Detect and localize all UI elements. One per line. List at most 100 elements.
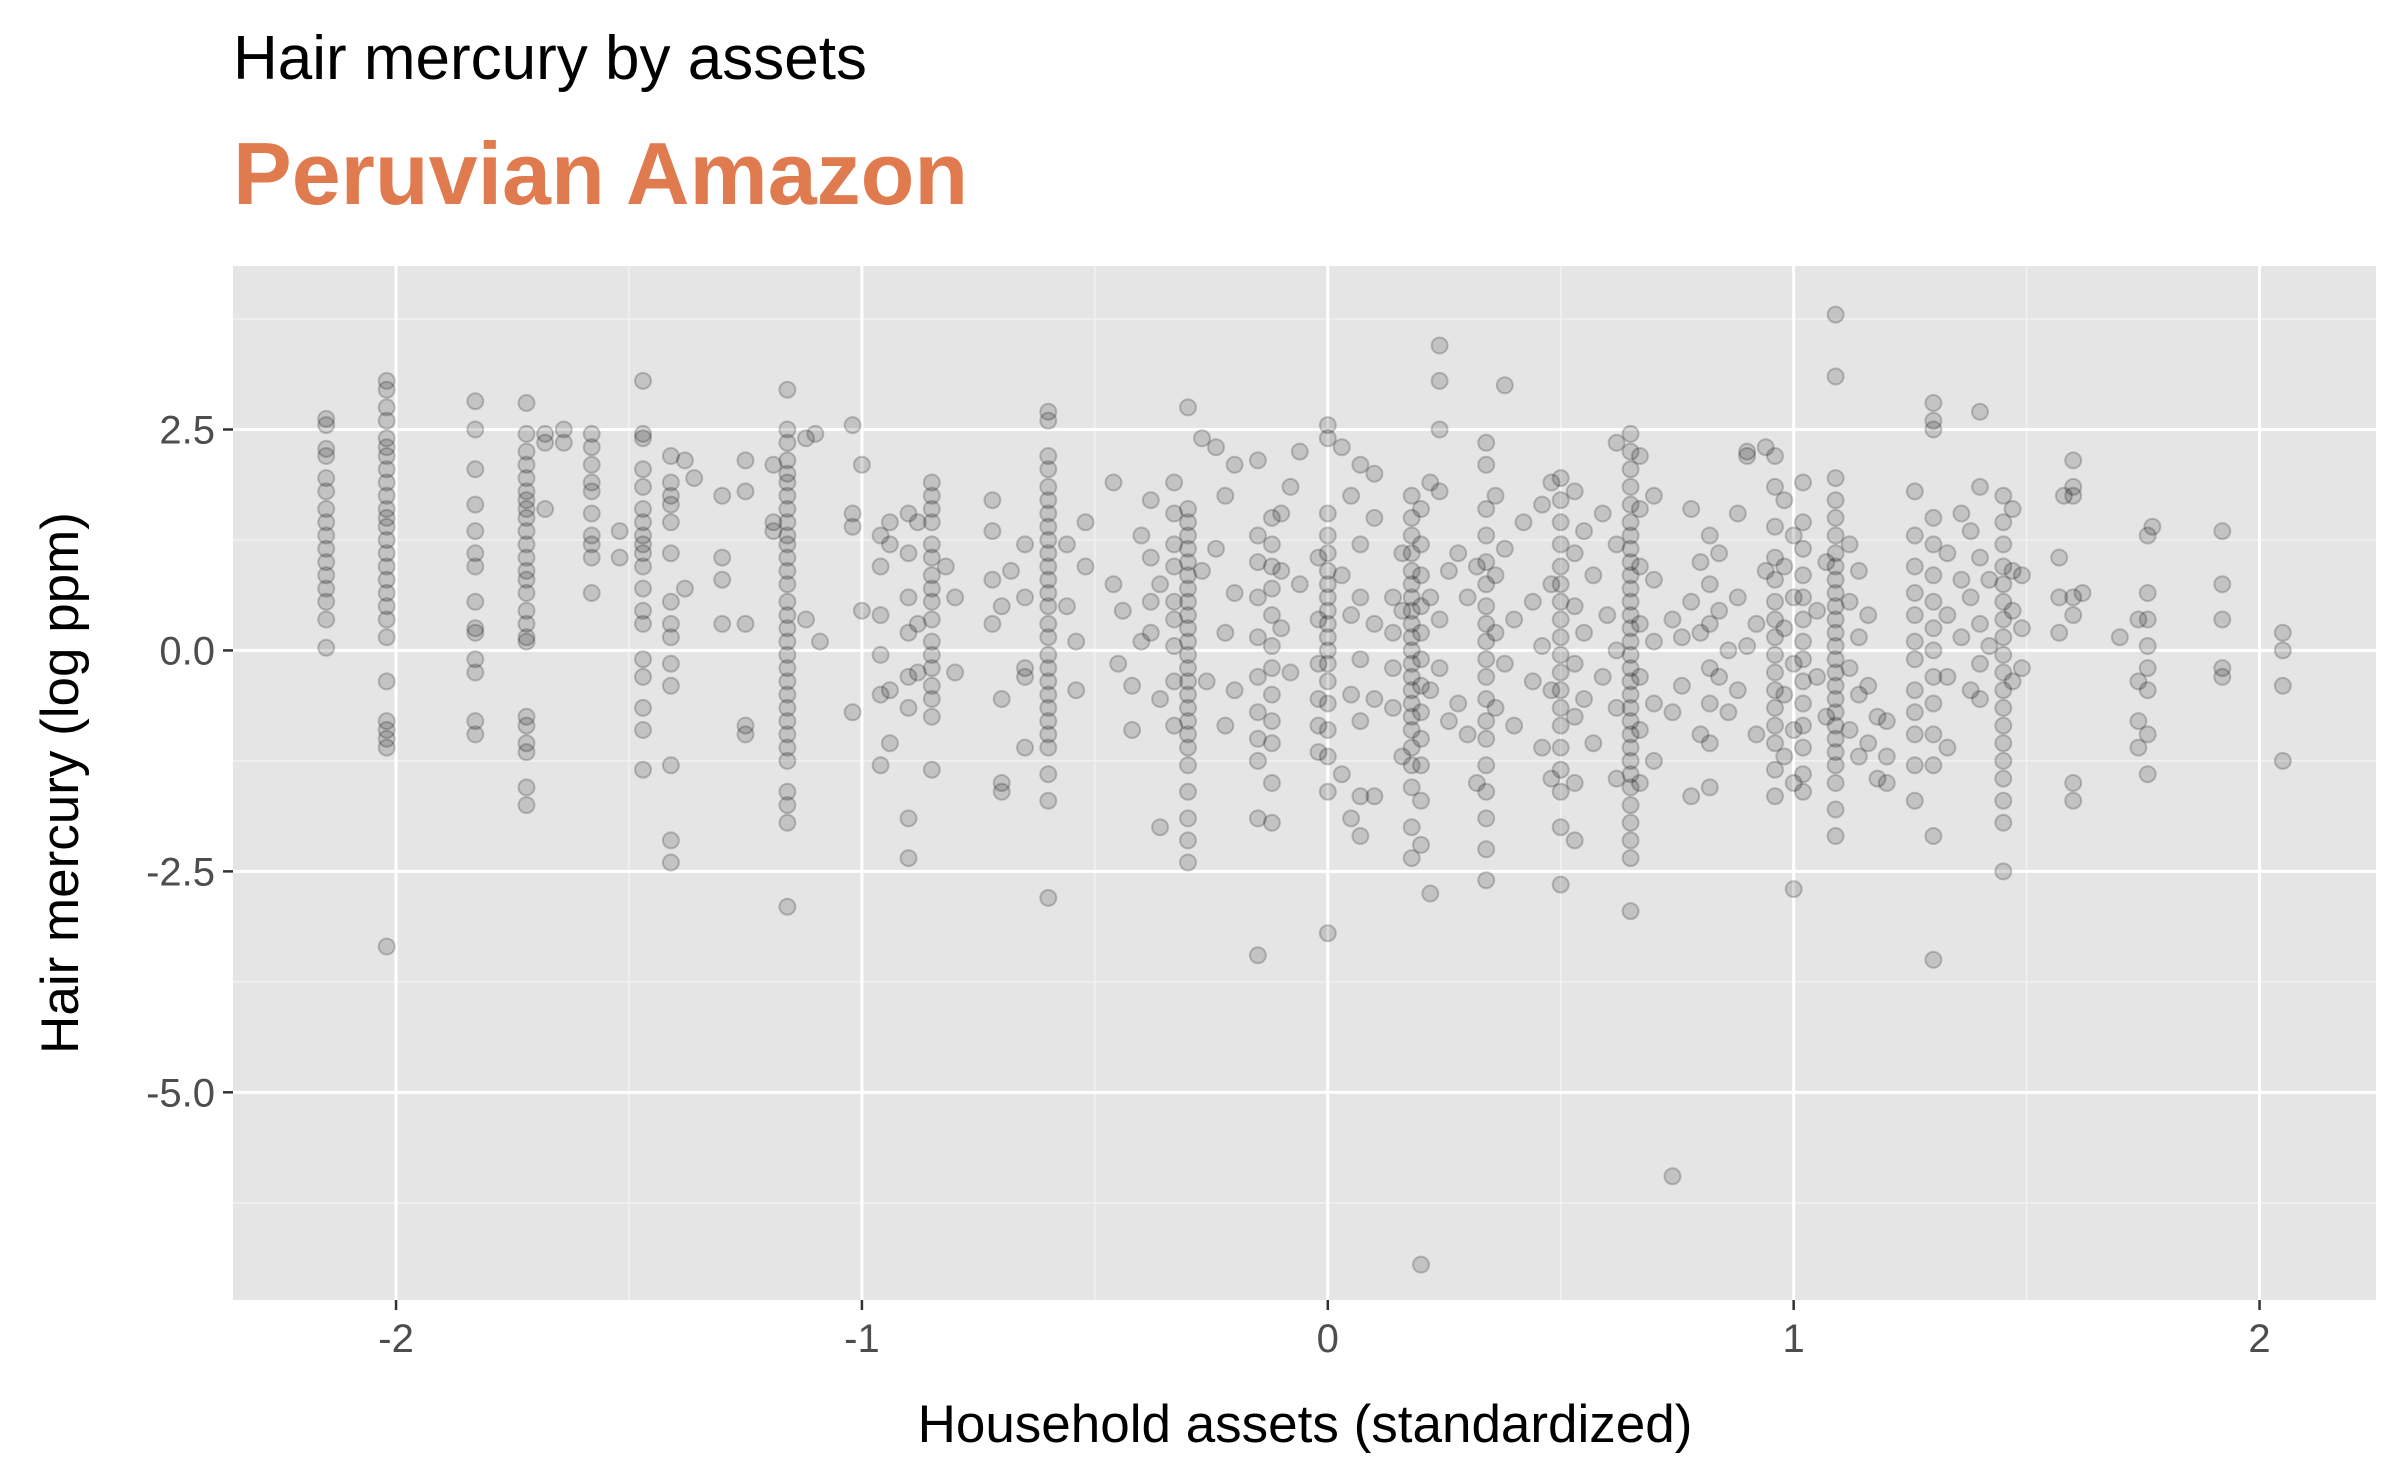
- data-point: [1621, 685, 1640, 704]
- data-point: [778, 380, 797, 399]
- data-point: [2213, 575, 2232, 594]
- data-point: [1281, 663, 1300, 682]
- data-point: [778, 575, 797, 594]
- y-tick-label: -5.0: [146, 1071, 215, 1115]
- data-point: [317, 539, 336, 558]
- data-point: [661, 447, 680, 465]
- data-point: [517, 707, 536, 726]
- data-point: [2143, 517, 2162, 536]
- data-point: [2064, 477, 2083, 496]
- data-point: [1766, 628, 1784, 647]
- data-point: [1728, 504, 1747, 523]
- data-point: [1412, 566, 1430, 585]
- data-point: [1309, 690, 1328, 708]
- data-point: [1905, 681, 1924, 700]
- data-point: [1039, 477, 1058, 496]
- data-point: [1924, 667, 1943, 686]
- data-point: [1766, 663, 1784, 682]
- data-point: [1840, 721, 1859, 739]
- data-point: [1272, 504, 1291, 523]
- data-point: [2273, 751, 2292, 770]
- data-point: [1710, 601, 1729, 620]
- data-point: [778, 659, 797, 678]
- data-point: [2050, 623, 2069, 642]
- data-point: [946, 663, 965, 682]
- data-point: [1523, 672, 1542, 691]
- data-point: [377, 500, 396, 518]
- data-point: [1905, 703, 1924, 722]
- data-point: [1551, 698, 1570, 717]
- data-point: [1971, 477, 1989, 496]
- data-point: [1719, 703, 1738, 722]
- data-point: [1486, 486, 1505, 505]
- data-point: [778, 632, 797, 651]
- data-point: [466, 592, 485, 611]
- data-point: [1179, 619, 1197, 638]
- data-point: [1630, 614, 1649, 633]
- data-point: [1179, 782, 1197, 801]
- data-point: [634, 371, 652, 390]
- data-point: [1523, 592, 1542, 611]
- data-point: [1607, 641, 1626, 660]
- data-point: [317, 579, 336, 598]
- data-point: [1109, 654, 1128, 673]
- data-point: [1794, 566, 1812, 585]
- data-point: [1439, 561, 1458, 580]
- data-point: [377, 398, 396, 417]
- data-point: [1565, 597, 1584, 616]
- data-point: [1994, 557, 2013, 576]
- data-point: [1495, 376, 1514, 395]
- data-point: [1621, 672, 1640, 691]
- data-point: [634, 429, 652, 448]
- data-point: [764, 513, 783, 532]
- data-point: [1262, 659, 1281, 678]
- y-tick-label: 0.0: [159, 629, 215, 673]
- data-point: [1938, 606, 1957, 625]
- data-point: [983, 522, 1002, 541]
- x-axis-title: Household assets (standardized): [918, 1395, 1693, 1454]
- data-point: [778, 500, 797, 518]
- data-point: [1039, 738, 1058, 757]
- data-point: [1412, 535, 1430, 554]
- data-point: [1262, 774, 1281, 792]
- data-point: [1826, 716, 1845, 735]
- data-point: [317, 513, 336, 532]
- data-point: [1994, 751, 2013, 770]
- data-point: [1565, 774, 1584, 792]
- data-point: [899, 544, 918, 563]
- data-point: [1016, 535, 1034, 554]
- data-point: [1477, 575, 1496, 594]
- data-point: [1905, 725, 1924, 744]
- data-point: [1057, 535, 1076, 554]
- data-point: [1826, 690, 1845, 708]
- data-point: [713, 486, 732, 505]
- data-point: [1924, 566, 1943, 585]
- data-point: [466, 392, 485, 411]
- data-point: [1179, 645, 1197, 664]
- data-point: [2138, 610, 2157, 629]
- data-point: [1039, 685, 1058, 704]
- data-point: [899, 698, 918, 717]
- data-point: [922, 500, 941, 518]
- data-point: [582, 424, 601, 443]
- data-point: [880, 513, 899, 532]
- data-point: [661, 628, 680, 647]
- data-point: [2129, 672, 2148, 691]
- data-point: [377, 628, 396, 647]
- data-point: [1808, 601, 1826, 620]
- data-point: [1784, 526, 1803, 545]
- data-point: [1412, 835, 1430, 854]
- data-point: [778, 535, 797, 554]
- data-point: [1272, 619, 1291, 638]
- data-point: [843, 703, 862, 722]
- data-point: [871, 606, 890, 625]
- data-point: [1039, 544, 1058, 563]
- data-point: [1766, 645, 1784, 664]
- data-point: [1738, 442, 1757, 461]
- data-point: [1980, 637, 1999, 655]
- data-point: [1318, 924, 1337, 943]
- data-point: [377, 371, 396, 390]
- data-point: [1179, 698, 1197, 717]
- data-point: [2273, 641, 2292, 660]
